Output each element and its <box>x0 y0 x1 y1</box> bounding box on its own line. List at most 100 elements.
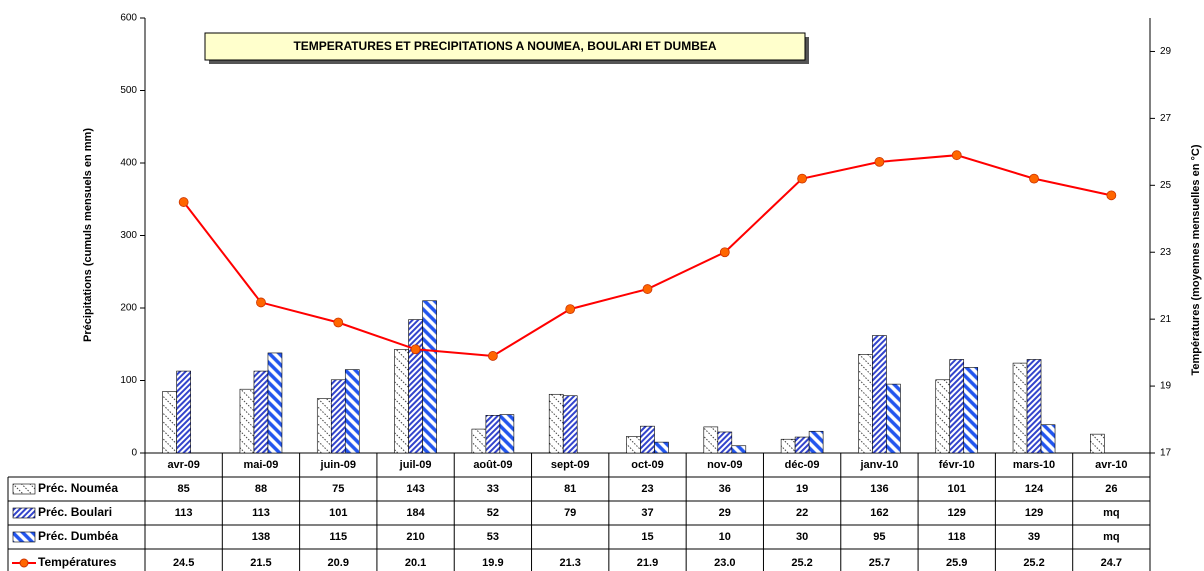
table-cell: 124 <box>1025 483 1044 495</box>
table-cell: 52 <box>487 507 499 519</box>
x-tick-label: avr-10 <box>1095 459 1127 471</box>
table-cell: 25.2 <box>791 557 812 569</box>
table-cell: 113 <box>252 507 270 519</box>
x-tick-label: août-09 <box>473 459 512 471</box>
x-tick-label: mai-09 <box>244 459 279 471</box>
table-cell: 210 <box>406 531 424 543</box>
table-cell: 79 <box>564 507 576 519</box>
legend-key <box>12 483 36 495</box>
bar <box>408 319 423 454</box>
temperature-marker <box>487 351 498 361</box>
bar <box>562 395 578 454</box>
temperature-marker <box>951 150 962 161</box>
table-cell: 75 <box>332 483 344 495</box>
legend-label: Préc. Nouméa <box>38 481 118 495</box>
x-tick-label: févr-10 <box>939 459 975 471</box>
table-cell: 101 <box>948 483 966 495</box>
bar <box>1090 433 1105 454</box>
temperature-marker <box>565 304 576 315</box>
x-tick-label: juil-09 <box>399 459 432 471</box>
title-box <box>204 32 806 61</box>
temperature-marker <box>1106 190 1117 201</box>
table-cell: 36 <box>719 483 731 495</box>
bar <box>794 436 810 454</box>
bar <box>267 352 283 454</box>
y2-tick-label: 25 <box>1160 180 1172 191</box>
x-tick-label: sept-09 <box>551 459 590 471</box>
legend-key <box>19 558 29 568</box>
y2-tick-label: 19 <box>1160 381 1172 392</box>
temperature-marker <box>797 173 808 184</box>
table-cell: mq <box>1103 507 1120 519</box>
table-cell: 81 <box>564 483 576 495</box>
table-cell: 22 <box>796 507 808 519</box>
table-cell: 29 <box>719 507 731 519</box>
table-cell: 19.9 <box>482 557 503 569</box>
bar <box>471 428 487 454</box>
table-cell: 10 <box>719 531 731 543</box>
bar <box>626 436 641 454</box>
table-cell: 30 <box>796 531 808 543</box>
bar <box>253 370 269 454</box>
table-cell: 53 <box>487 531 499 543</box>
y2-axis-title: Températures (moyennes mensuelles en °C) <box>1190 144 1202 375</box>
table-cell: 138 <box>252 531 270 543</box>
table-cell: 25.7 <box>869 557 890 569</box>
table-cell: 129 <box>948 507 966 519</box>
y2-tick-label: 23 <box>1160 247 1172 258</box>
table-cell: 101 <box>329 507 347 519</box>
legend-label: Préc. Dumbéa <box>38 529 118 543</box>
y-tick-label: 100 <box>120 375 137 386</box>
bar <box>808 430 824 454</box>
table-cell: 23 <box>641 483 653 495</box>
table-cell: 143 <box>406 483 424 495</box>
bar <box>239 388 255 454</box>
legend-label: Températures <box>38 555 117 569</box>
table-cell: 184 <box>406 507 425 519</box>
bar <box>499 414 515 454</box>
bar <box>949 359 965 454</box>
y2-tick-label: 27 <box>1160 113 1172 124</box>
y-tick-label: 400 <box>120 158 137 169</box>
temperature-marker <box>256 297 266 308</box>
table-cell: 37 <box>641 507 653 519</box>
y-tick-label: 0 <box>131 448 137 459</box>
table-cell: 25.2 <box>1023 557 1044 569</box>
temperature-marker <box>410 344 421 355</box>
table-cell: mq <box>1103 531 1120 543</box>
bar <box>485 414 501 454</box>
bar <box>963 367 979 454</box>
temperature-marker <box>333 317 344 328</box>
bar <box>162 391 177 454</box>
table-cell: 162 <box>870 507 888 519</box>
bar <box>935 379 951 454</box>
table-cell: 21.3 <box>559 557 580 569</box>
y-tick-label: 300 <box>120 230 137 241</box>
table-cell: 21.9 <box>637 557 658 569</box>
temperature-marker <box>719 247 730 258</box>
bar <box>394 349 409 454</box>
table-cell: 33 <box>487 483 499 495</box>
y2-tick-label: 29 <box>1160 46 1172 57</box>
legend-key <box>12 507 36 519</box>
table-cell: 19 <box>796 483 808 495</box>
temperature-marker <box>642 284 653 294</box>
bar <box>640 425 655 454</box>
x-tick-label: juin-09 <box>320 459 356 471</box>
temperature-marker <box>874 156 885 167</box>
x-tick-label: janv-10 <box>859 459 898 471</box>
table-cell: 25.9 <box>946 557 967 569</box>
legend-key <box>12 531 36 543</box>
bar <box>654 441 669 454</box>
table-cell: 15 <box>641 531 653 543</box>
bar <box>1040 424 1056 454</box>
temperature-marker <box>1029 173 1039 184</box>
y2-tick-label: 17 <box>1160 448 1172 459</box>
bar <box>330 379 346 454</box>
table-cell: 20.1 <box>405 557 426 569</box>
y-axis-title: Précipitations (cumuls mensuels en mm) <box>82 128 94 342</box>
bar <box>731 445 747 454</box>
bar <box>344 369 360 454</box>
